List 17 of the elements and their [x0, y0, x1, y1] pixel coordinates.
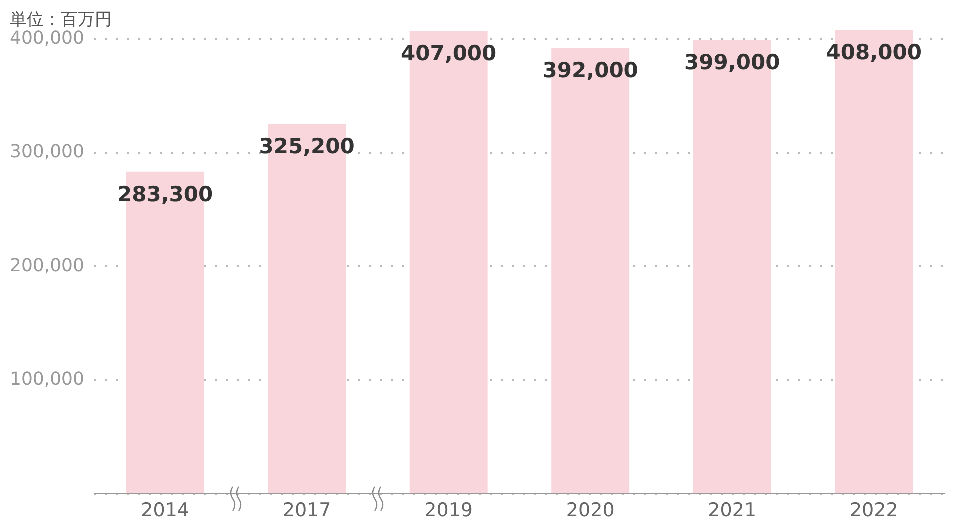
y-axis-title: 単位：百万円 [10, 9, 112, 30]
x-tick-label: 2020 [566, 500, 615, 522]
x-tick-label: 2019 [424, 500, 474, 522]
y-tick-label: 400,000 [10, 28, 84, 49]
data-label: 325,200 [259, 134, 355, 159]
data-label: 407,000 [401, 42, 497, 66]
data-label: 399,000 [684, 50, 780, 75]
x-tick-label: 2017 [282, 500, 332, 522]
data-label: 392,000 [542, 58, 638, 83]
y-tick-label: 100,000 [10, 369, 84, 390]
data-label: 408,000 [826, 40, 922, 64]
x-tick-label: 2014 [141, 500, 190, 522]
data-label: 283,300 [117, 182, 214, 206]
x-tick-label: 2021 [708, 500, 757, 522]
y-tick-label: 300,000 [10, 142, 84, 163]
y-tick-label: 200,000 [10, 255, 84, 276]
x-tick-label: 2022 [850, 500, 898, 522]
